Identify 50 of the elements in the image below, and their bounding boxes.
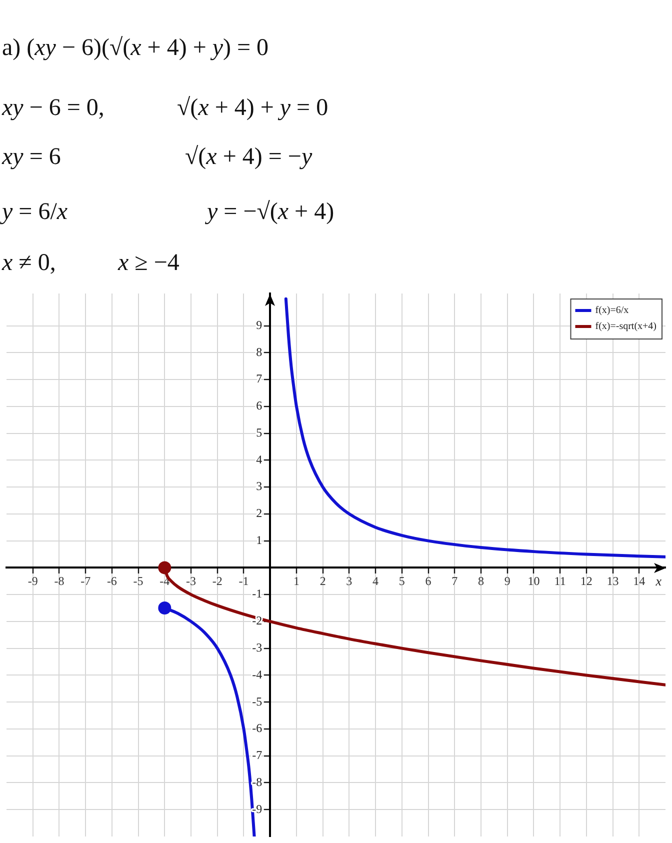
y-tick-label: 3 xyxy=(256,479,262,494)
y-tick-label: 7 xyxy=(256,372,262,386)
x-tick-label: 1 xyxy=(293,574,300,588)
text: x ≠ 0, xyxy=(2,249,56,277)
y-tick-label: 6 xyxy=(256,398,262,413)
text: y = −√(x + 4) xyxy=(207,198,334,226)
text: x ≥ −4 xyxy=(118,249,180,277)
y-tick-label: -7 xyxy=(252,748,262,762)
x-tick-label: -6 xyxy=(106,574,117,588)
text: xy − 6 = 0, xyxy=(2,94,104,122)
text: y = 6/x xyxy=(2,198,68,226)
y-tick-label: -6 xyxy=(252,721,262,736)
x-tick-label: 14 xyxy=(633,574,646,588)
x-tick-label: 6 xyxy=(425,574,432,588)
x-tick-label: 10 xyxy=(528,574,540,588)
y-tick-label: -8 xyxy=(252,774,262,789)
y-tick-label: 8 xyxy=(256,344,262,359)
x-tick-label: 9 xyxy=(504,574,510,588)
y-tick-label: 1 xyxy=(256,532,262,547)
y-tick-label: -5 xyxy=(252,694,262,708)
x-tick-label: 13 xyxy=(606,574,619,588)
x-tick-label: -7 xyxy=(80,574,91,588)
x-axis-title: x xyxy=(654,574,662,589)
x-tick-label: 8 xyxy=(478,574,484,588)
x-tick-label: -3 xyxy=(186,574,196,588)
x-tick-label: 3 xyxy=(346,574,352,588)
y-tick-label: -4 xyxy=(252,667,262,682)
y-tick-label: 9 xyxy=(256,318,262,332)
text: √(x + 4) + y = 0 xyxy=(177,94,328,122)
legend-label: f(x)=-sqrt(x+4) xyxy=(595,321,657,332)
x-tick-label: 5 xyxy=(398,574,405,588)
y-tick-label: -3 xyxy=(252,640,262,654)
x-tick-label: 2 xyxy=(320,574,326,588)
x-tick-label: 12 xyxy=(580,574,592,588)
x-tick-label: 7 xyxy=(452,574,458,588)
text: xy = 6 xyxy=(2,143,61,171)
text: √(x + 4) = −y xyxy=(185,143,312,171)
x-tick-label: -2 xyxy=(212,574,222,588)
y-tick-label: 4 xyxy=(256,452,262,466)
legend-label: f(x)=6/x xyxy=(595,305,629,316)
x-tick-label: -1 xyxy=(238,574,249,588)
x-tick-label: 11 xyxy=(554,574,566,588)
y-tick-label: 5 xyxy=(256,425,262,440)
y-tick-label: 2 xyxy=(256,506,262,520)
x-tick-label: -9 xyxy=(28,574,38,588)
x-tick-label: 4 xyxy=(372,574,379,588)
x-tick-label: -5 xyxy=(133,574,144,588)
y-tick-label: -1 xyxy=(252,586,262,601)
x-tick-label: -8 xyxy=(54,574,64,588)
chart-title: а) (xy − 6)(√(x + 4) + y) = 0 xyxy=(2,34,269,62)
